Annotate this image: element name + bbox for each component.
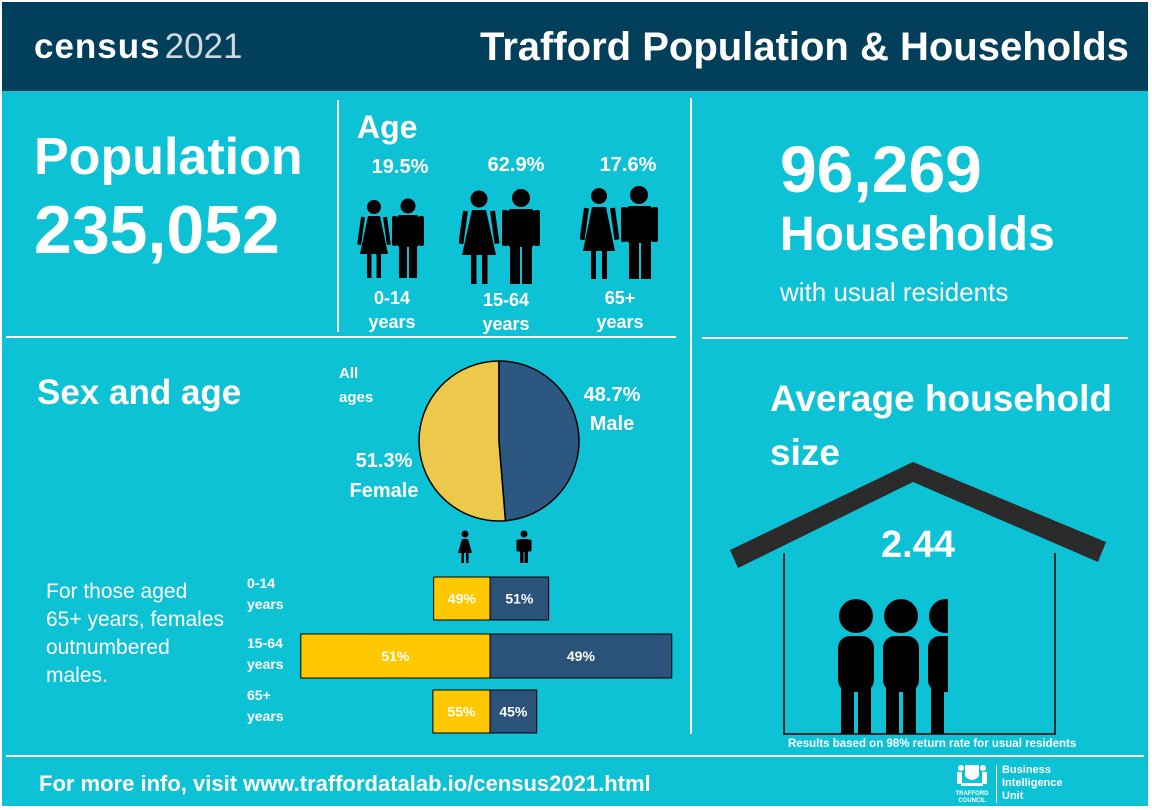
bar-label-65plus: 65+ years xyxy=(247,685,284,727)
pie-slice-male xyxy=(498,360,580,522)
divider-right-horizontal xyxy=(702,337,1128,339)
household-people-icon xyxy=(838,599,948,734)
people-icon-15-64 xyxy=(459,189,540,284)
house-walls-icon xyxy=(783,553,1056,735)
bar-label-15-64-line2: years xyxy=(247,656,284,672)
note-line-4: males. xyxy=(46,664,108,687)
people-icon-0-14 xyxy=(357,198,424,278)
sex-age-heading: Sex and age xyxy=(37,373,242,412)
bar-male-label-15-64: 49% xyxy=(567,648,596,664)
bar-label-65plus-line2: years xyxy=(247,708,284,724)
households-value: 96,269 xyxy=(780,132,982,206)
unit-line2: Intelligence xyxy=(1002,777,1063,789)
pie-female-label: 51.3% Female xyxy=(346,448,422,504)
bar-male-65plus xyxy=(489,689,538,734)
household-size-heading-line1: Average household xyxy=(770,378,1112,419)
business-intelligence-unit: Business Intelligence Unit xyxy=(1002,764,1063,803)
male-label: Male xyxy=(589,413,635,435)
population-label: Population xyxy=(34,128,303,186)
bar-female-label-65plus: 55% xyxy=(447,704,476,720)
male-icon xyxy=(516,530,532,563)
household-size-heading-line2: size xyxy=(770,432,840,473)
bar-female-label-15-64: 51% xyxy=(381,648,410,664)
sex-age-note: For those aged 65+ years, females outnum… xyxy=(46,578,224,690)
note-line-1: For those aged xyxy=(46,580,188,603)
bar-male-label-0-14: 51% xyxy=(505,591,534,607)
pie-label-line1: All xyxy=(339,365,359,382)
households-sublabel: with usual residents xyxy=(780,277,1009,307)
trafford-crest-icon xyxy=(957,765,987,786)
households-label: Households xyxy=(780,208,1055,261)
age-label-15-64: 15-64 years xyxy=(468,288,544,336)
bar-label-0-14: 0-14 years xyxy=(247,573,284,615)
bar-female-label-0-14: 49% xyxy=(448,591,477,607)
age-heading: Age xyxy=(357,109,418,145)
divider-left-horizontal xyxy=(6,336,676,338)
population-value: 235,052 xyxy=(34,192,280,268)
bar-male-15-64 xyxy=(489,633,673,679)
bar-female-0-14 xyxy=(433,576,491,621)
footer-info-link[interactable]: For more info, visit www.traffordatalab.… xyxy=(39,771,651,796)
male-percent: 48.7% xyxy=(583,384,641,406)
divider-center xyxy=(690,98,692,734)
age-label-65plus-line2: years xyxy=(596,312,644,332)
bar-label-15-64-line1: 15-64 xyxy=(247,635,283,651)
page-title: Trafford Population & Households xyxy=(480,25,1129,69)
age-percent-0-14: 19.5% xyxy=(371,156,429,178)
age-label-0-14-line1: 0-14 xyxy=(373,288,411,308)
bar-label-15-64: 15-64 years xyxy=(247,633,284,675)
logo-year: 2021 xyxy=(164,27,243,66)
household-size-value: 2.44 xyxy=(881,524,955,566)
divider-footer xyxy=(6,755,1144,757)
census-logo: census 2021 xyxy=(34,27,243,67)
footer-logo-divider xyxy=(996,765,997,803)
council-name-line2: COUNCIL xyxy=(958,798,986,804)
people-icon-65plus xyxy=(580,186,658,279)
unit-line3: Unit xyxy=(1002,790,1024,802)
female-icon xyxy=(458,530,472,563)
age-label-15-64-line1: 15-64 xyxy=(482,290,530,310)
pie-label-line2: ages xyxy=(339,389,374,406)
female-percent: 51.3% xyxy=(355,450,413,472)
pie-slice-female xyxy=(418,360,507,522)
bar-label-0-14-line1: 0-14 xyxy=(247,575,276,591)
bar-male-label-65plus: 45% xyxy=(499,704,528,720)
unit-line1: Business xyxy=(1002,764,1051,776)
age-percent-15-64: 62.9% xyxy=(487,154,545,176)
note-line-2: 65+ years, females xyxy=(46,608,225,631)
age-percent-65plus: 17.6% xyxy=(599,154,657,176)
age-label-0-14-line2: years xyxy=(368,312,416,332)
sex-pie-chart xyxy=(418,360,580,522)
logo-word: census xyxy=(34,27,161,66)
bar-label-0-14-line2: years xyxy=(247,596,284,612)
note-line-3: outnumbered xyxy=(46,636,170,659)
bar-female-15-64 xyxy=(300,633,491,679)
divider-age-left xyxy=(337,100,339,332)
pie-label-all-ages: All ages xyxy=(339,362,373,410)
council-name-line1: TRAFFORD xyxy=(955,791,989,797)
bar-label-65plus-line1: 65+ xyxy=(247,687,271,703)
bar-female-65plus xyxy=(432,689,491,734)
house-roof-icon xyxy=(730,462,1106,568)
age-label-65plus-line1: 65+ xyxy=(604,288,636,308)
sex-age-bar-chart: 49% 51% 51% 49% 55% 45% xyxy=(300,576,673,734)
council-name: TRAFFORD COUNCIL xyxy=(946,791,998,805)
pie-male-label: 48.7% Male xyxy=(580,382,644,437)
age-label-0-14: 0-14 years xyxy=(354,286,430,334)
household-size-heading: Average household size xyxy=(770,372,1112,480)
bar-male-0-14 xyxy=(489,576,550,621)
age-label-65plus: 65+ years xyxy=(582,286,658,334)
female-label: Female xyxy=(349,480,419,502)
age-label-15-64-line2: years xyxy=(482,314,530,334)
header-bar: census 2021 Trafford Population & Househo… xyxy=(2,2,1148,91)
household-footnote: Results based on 98% return rate for usu… xyxy=(788,738,1077,750)
